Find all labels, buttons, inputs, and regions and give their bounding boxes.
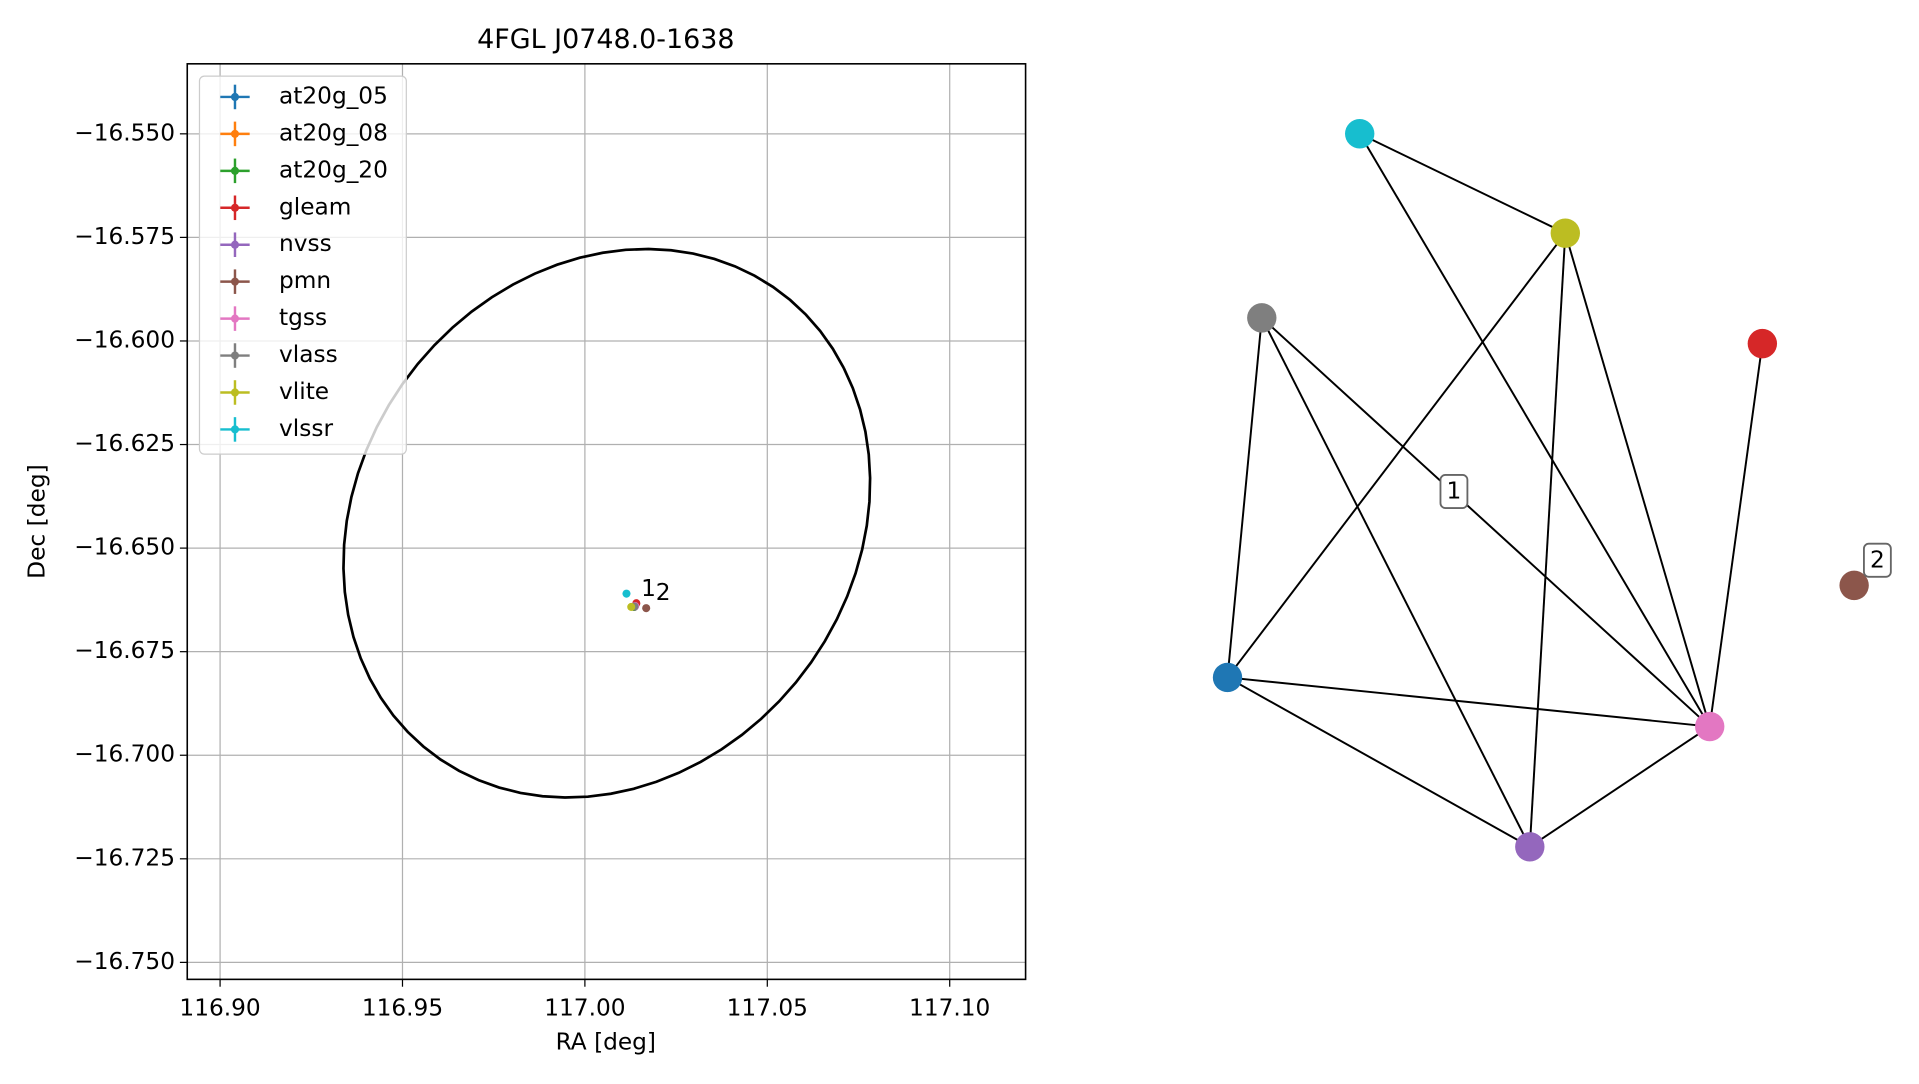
y-tick-label: −16.600 <box>74 326 175 353</box>
edge <box>1529 725 1711 848</box>
edge <box>1226 232 1567 679</box>
legend-label: vlass <box>279 341 338 368</box>
network-graph: 1 2 <box>1212 119 1892 862</box>
x-tick-label: 116.90 <box>179 994 260 1021</box>
legend-marker <box>230 277 240 286</box>
node-label-box <box>1439 474 1469 510</box>
legend-label: at20g_20 <box>279 156 388 183</box>
annotation: 2 <box>656 579 671 606</box>
legend-label: at20g_08 <box>279 119 388 146</box>
node <box>1515 832 1545 862</box>
legend-marker <box>230 203 240 212</box>
y-tick-label: −16.625 <box>74 430 175 457</box>
y-tick-label: −16.575 <box>74 223 175 250</box>
legend-label: pmn <box>279 267 331 294</box>
legend-box <box>198 75 407 455</box>
node-label-box <box>1863 542 1892 578</box>
legend-marker <box>230 92 240 102</box>
legend-label: tgss <box>279 304 327 331</box>
edge <box>1260 317 1531 848</box>
edge <box>1227 676 1710 728</box>
point <box>627 602 636 611</box>
point <box>622 589 631 598</box>
edge <box>1226 317 1263 678</box>
node <box>1839 570 1869 601</box>
y-tick-label: −16.725 <box>74 844 175 871</box>
node <box>1345 119 1375 149</box>
node <box>1747 328 1778 359</box>
error-ellipse <box>342 247 872 799</box>
chart-title: 4FGL J0748.0-1638 <box>477 24 734 55</box>
node <box>1695 711 1725 742</box>
legend-label: at20g_05 <box>279 82 388 109</box>
x-tick-label: 116.95 <box>362 994 443 1021</box>
legend-marker <box>230 388 240 397</box>
x-tick-label: 117.10 <box>909 994 990 1021</box>
edge <box>1261 317 1711 728</box>
axes-frame <box>186 63 1027 981</box>
legend-label: vlssr <box>279 415 333 442</box>
legend-marker <box>230 129 240 138</box>
legend-marker <box>230 240 240 249</box>
legend-label: vlite <box>279 378 329 405</box>
y-tick-label: −16.550 <box>74 119 175 146</box>
legend-marker <box>230 314 240 323</box>
edge <box>1708 343 1764 727</box>
edge <box>1227 676 1531 848</box>
edge <box>1564 232 1711 727</box>
y-tick-label: −16.675 <box>74 637 175 664</box>
x-axis-label: RA [deg] <box>556 1029 656 1056</box>
y-tick-label: −16.700 <box>74 741 175 768</box>
node <box>1550 218 1580 248</box>
point <box>642 604 651 613</box>
node-label: 2 <box>1870 546 1885 573</box>
legend-label: gleam <box>279 193 351 220</box>
y-tick-label: −16.750 <box>74 948 175 975</box>
x-tick-label: 117.05 <box>727 994 808 1021</box>
edge <box>1528 233 1567 847</box>
node <box>1212 662 1243 693</box>
annotation: 1 <box>641 575 656 602</box>
y-tick-label: −16.650 <box>74 534 175 561</box>
edge <box>1359 132 1566 235</box>
edge <box>1358 133 1711 728</box>
legend-marker <box>230 166 240 175</box>
x-tick-label: 117.00 <box>544 994 625 1021</box>
legend-marker <box>230 425 240 434</box>
legend-label: nvss <box>279 230 332 257</box>
y-axis-label: Dec [deg] <box>23 464 50 579</box>
node <box>1247 303 1277 333</box>
legend-marker <box>230 351 240 360</box>
node-label: 1 <box>1447 478 1462 505</box>
